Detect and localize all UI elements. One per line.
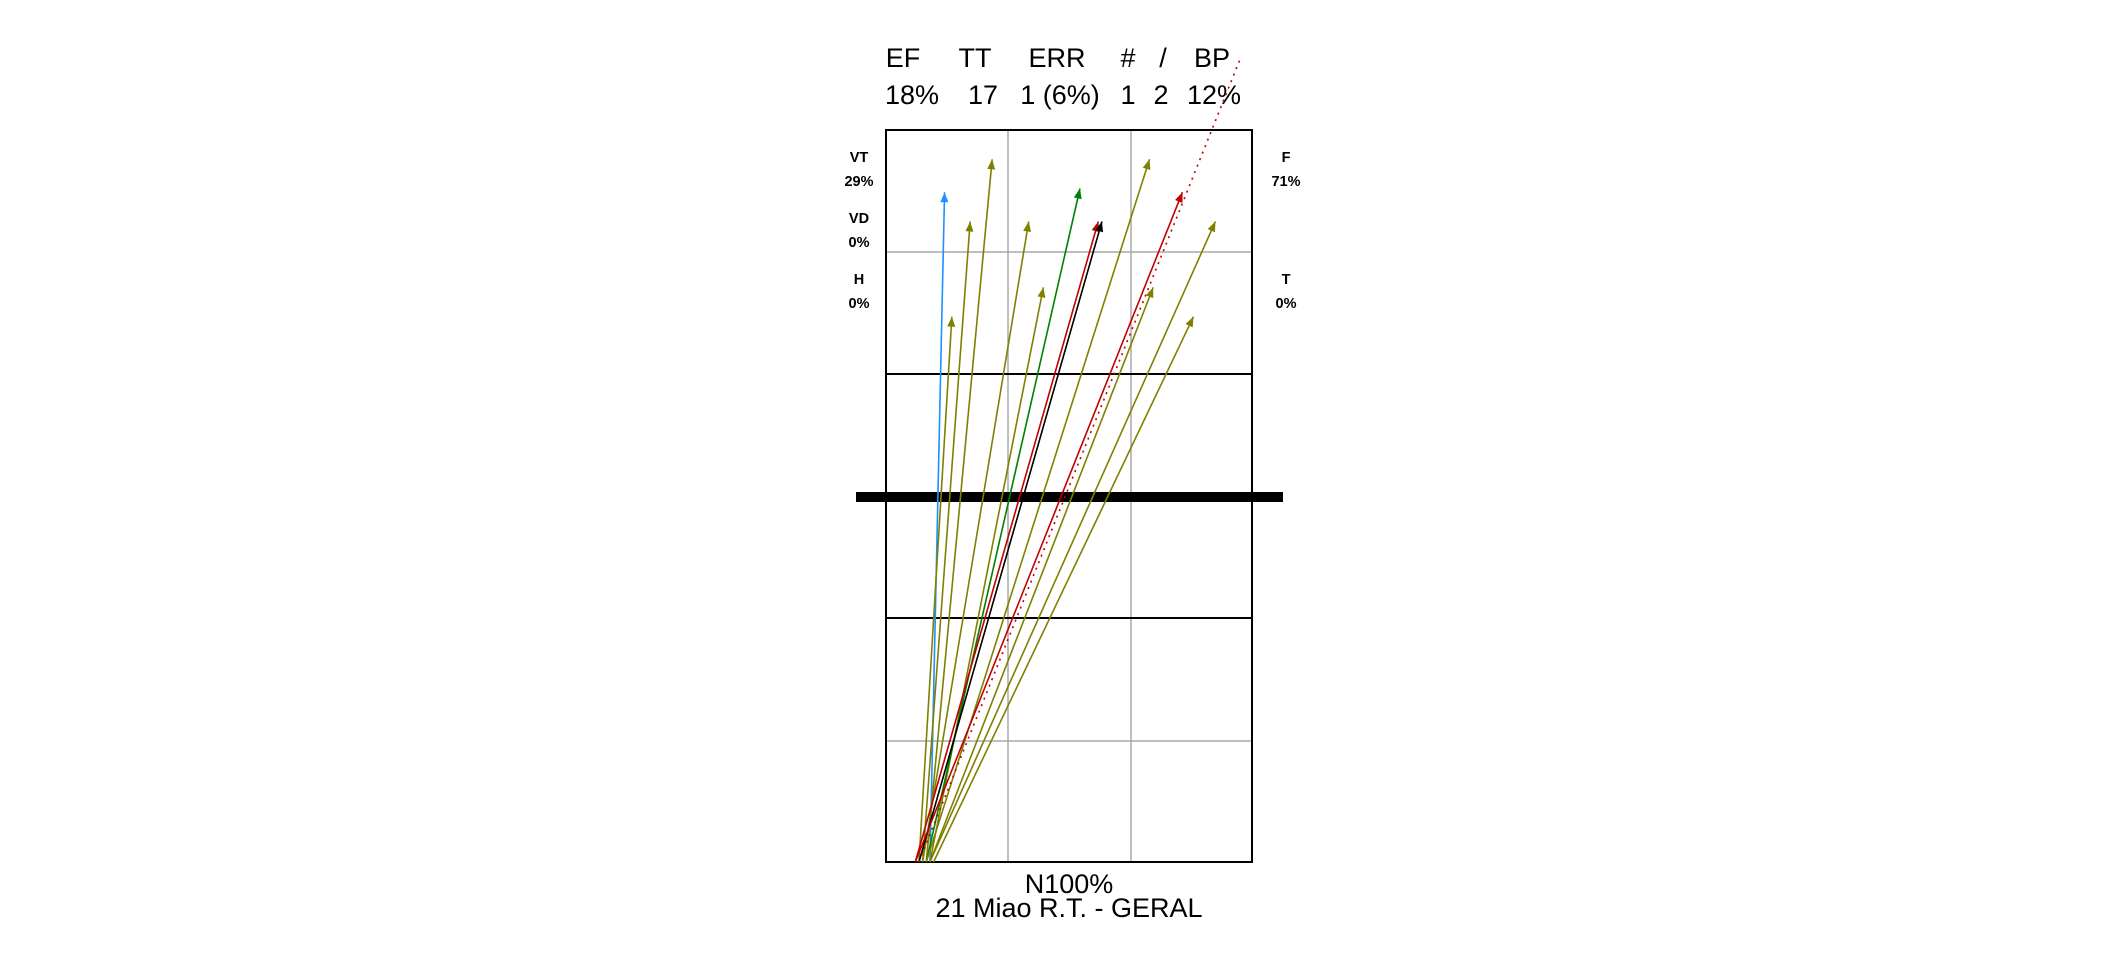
attack-arrow-shaft <box>925 159 1151 863</box>
zone-value-vt: 29% <box>844 174 873 190</box>
attack-arrow-head <box>1023 221 1032 233</box>
right-zones: F 71% T 0% <box>1271 150 1300 312</box>
attack-arrow-shaft <box>918 56 1242 863</box>
attack-arrow-head <box>965 221 974 232</box>
header-values: 18% 17 1 (6%) 1 2 12% <box>885 80 1241 110</box>
attack-arrow-shaft <box>925 188 1081 863</box>
attack-arrow-shaft <box>918 221 1103 863</box>
zone-value-vd: 0% <box>849 235 870 251</box>
attack-arrow-shaft <box>921 221 971 863</box>
header-label-ef: EF <box>886 43 921 73</box>
attack-arrow-shaft <box>921 221 1030 863</box>
attack-arrow <box>925 159 1151 863</box>
attack-arrow-head <box>1037 287 1046 298</box>
attack-arrow <box>918 221 1104 863</box>
attack-arrow <box>918 316 956 863</box>
attack-arrow-head <box>1175 192 1183 203</box>
header-label-err: ERR <box>1028 43 1085 73</box>
header-value-tt: 17 <box>968 80 998 110</box>
attack-arrow-head <box>940 192 949 203</box>
attack-arrow <box>921 221 974 863</box>
zone-label-h: H <box>854 272 864 288</box>
attack-arrow <box>929 221 1217 863</box>
attack-arrow-head <box>947 316 956 327</box>
header-label-slash: / <box>1159 43 1167 73</box>
header-value-bp: 12% <box>1187 80 1241 110</box>
bottom-zone-label: N100% <box>1025 869 1114 899</box>
left-zones: VT 29% VD 0% H 0% <box>844 150 873 312</box>
attack-arrow <box>925 159 996 863</box>
header-label-bp: BP <box>1194 43 1230 73</box>
attack-arrow <box>918 56 1242 863</box>
header-value-hash: 1 <box>1120 80 1135 110</box>
zone-label-vd: VD <box>849 211 869 227</box>
attack-arrow-shaft <box>914 221 1100 863</box>
attack-arrow-head <box>1073 188 1082 200</box>
header-label-hash: # <box>1120 43 1135 73</box>
header-label-tt: TT <box>959 43 992 73</box>
attack-arrow-shaft <box>914 191 1184 863</box>
attack-arrow <box>925 188 1082 863</box>
court <box>856 129 1283 863</box>
header-value-slash: 2 <box>1153 80 1168 110</box>
attack-arrow-shaft <box>918 316 953 863</box>
zone-value-f: 71% <box>1271 174 1300 190</box>
attack-arrow <box>932 316 1195 863</box>
attack-arrow <box>929 192 949 863</box>
footer-title: 21 Miao R.T. - GERAL <box>935 893 1202 923</box>
attack-arrow-head <box>1095 221 1104 233</box>
header-value-ef: 18% <box>885 80 939 110</box>
attack-arrow <box>921 221 1032 863</box>
attack-arrows <box>914 56 1242 863</box>
zone-label-t: T <box>1282 272 1291 288</box>
attack-arrow-head <box>1185 316 1194 328</box>
attack-arrow-shaft <box>929 192 946 863</box>
attack-arrow-head <box>1207 221 1216 233</box>
zone-value-h: 0% <box>849 296 870 312</box>
attack-arrow-shaft <box>932 316 1195 863</box>
zone-label-vt: VT <box>850 150 869 166</box>
zone-label-f: F <box>1282 150 1291 166</box>
header-labels: EF TT ERR # / BP <box>886 43 1230 73</box>
attack-arrow-head <box>987 159 996 170</box>
attack-arrow <box>929 287 1154 863</box>
attack-arrow-shaft <box>929 287 1154 863</box>
attack-arrow-shaft <box>929 221 1217 863</box>
zone-value-t: 0% <box>1276 296 1297 312</box>
attack-arrow <box>914 191 1184 863</box>
attack-arrow-head <box>1142 159 1151 171</box>
header-value-err: 1 (6%) <box>1020 80 1100 110</box>
attack-arrow-head <box>1145 287 1154 299</box>
attack-arrow-shaft <box>925 159 993 863</box>
